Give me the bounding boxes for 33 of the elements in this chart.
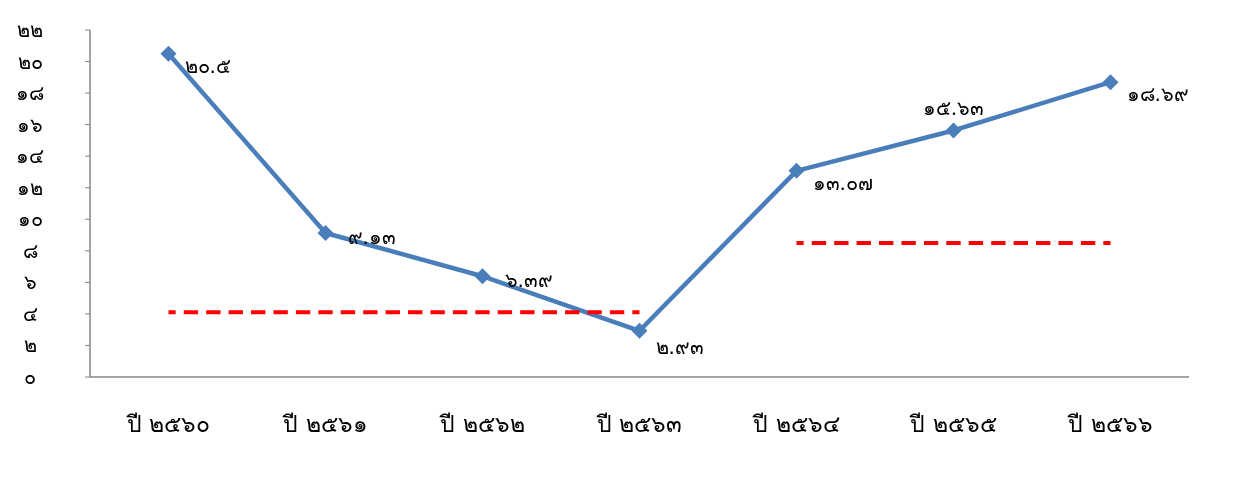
y-tick-label: ๑๖ — [17, 112, 43, 137]
data-label: ๖.๓๙ — [504, 268, 553, 293]
point — [1102, 74, 1119, 91]
point — [160, 45, 177, 62]
data-label: ๒.๙๓ — [655, 334, 704, 359]
x-tick-label: ปี ๒๕๖๓ — [595, 411, 683, 437]
data-label: ๑๕.๖๓ — [922, 96, 985, 121]
data-label: ๑๓.๐๗ — [812, 170, 873, 195]
x-tick-label: ปี ๒๕๖๖ — [1067, 411, 1153, 437]
data-label: ๑๘.๖๙ — [1126, 82, 1189, 107]
x-tick-label: ปี ๒๕๖๐ — [125, 411, 211, 437]
point — [788, 162, 805, 179]
y-tick-label: ๘ — [22, 238, 38, 263]
x-tick-label: ปี ๒๕๖๕ — [909, 411, 997, 437]
x-tick-label: ปี ๒๕๖๒ — [439, 411, 525, 437]
x-tick-label: ปี ๒๕๖๑ — [282, 411, 368, 437]
point — [631, 322, 648, 339]
y-tick-label: ๑๘ — [16, 81, 44, 106]
data-label: ๒๐.๕ — [184, 53, 231, 78]
data-label: ๙.๑๓ — [347, 224, 396, 249]
y-tick-label: ๐ — [24, 365, 36, 389]
y-tick-label: ๖ — [23, 270, 37, 295]
y-tick-label: ๑๐ — [17, 207, 43, 232]
y-tick-label: ๑๒ — [17, 175, 43, 200]
y-tick-label: ๑๔ — [16, 144, 44, 169]
point — [317, 224, 334, 241]
y-tick-label: ๒๐ — [17, 49, 43, 74]
y-tick-label: ๒ — [23, 333, 37, 358]
x-tick-label: ปี ๒๕๖๔ — [752, 411, 840, 437]
point — [474, 268, 491, 285]
point — [945, 122, 962, 139]
y-tick-label: ๔ — [22, 301, 38, 326]
y-tick-label: ๒๒ — [17, 18, 43, 42]
